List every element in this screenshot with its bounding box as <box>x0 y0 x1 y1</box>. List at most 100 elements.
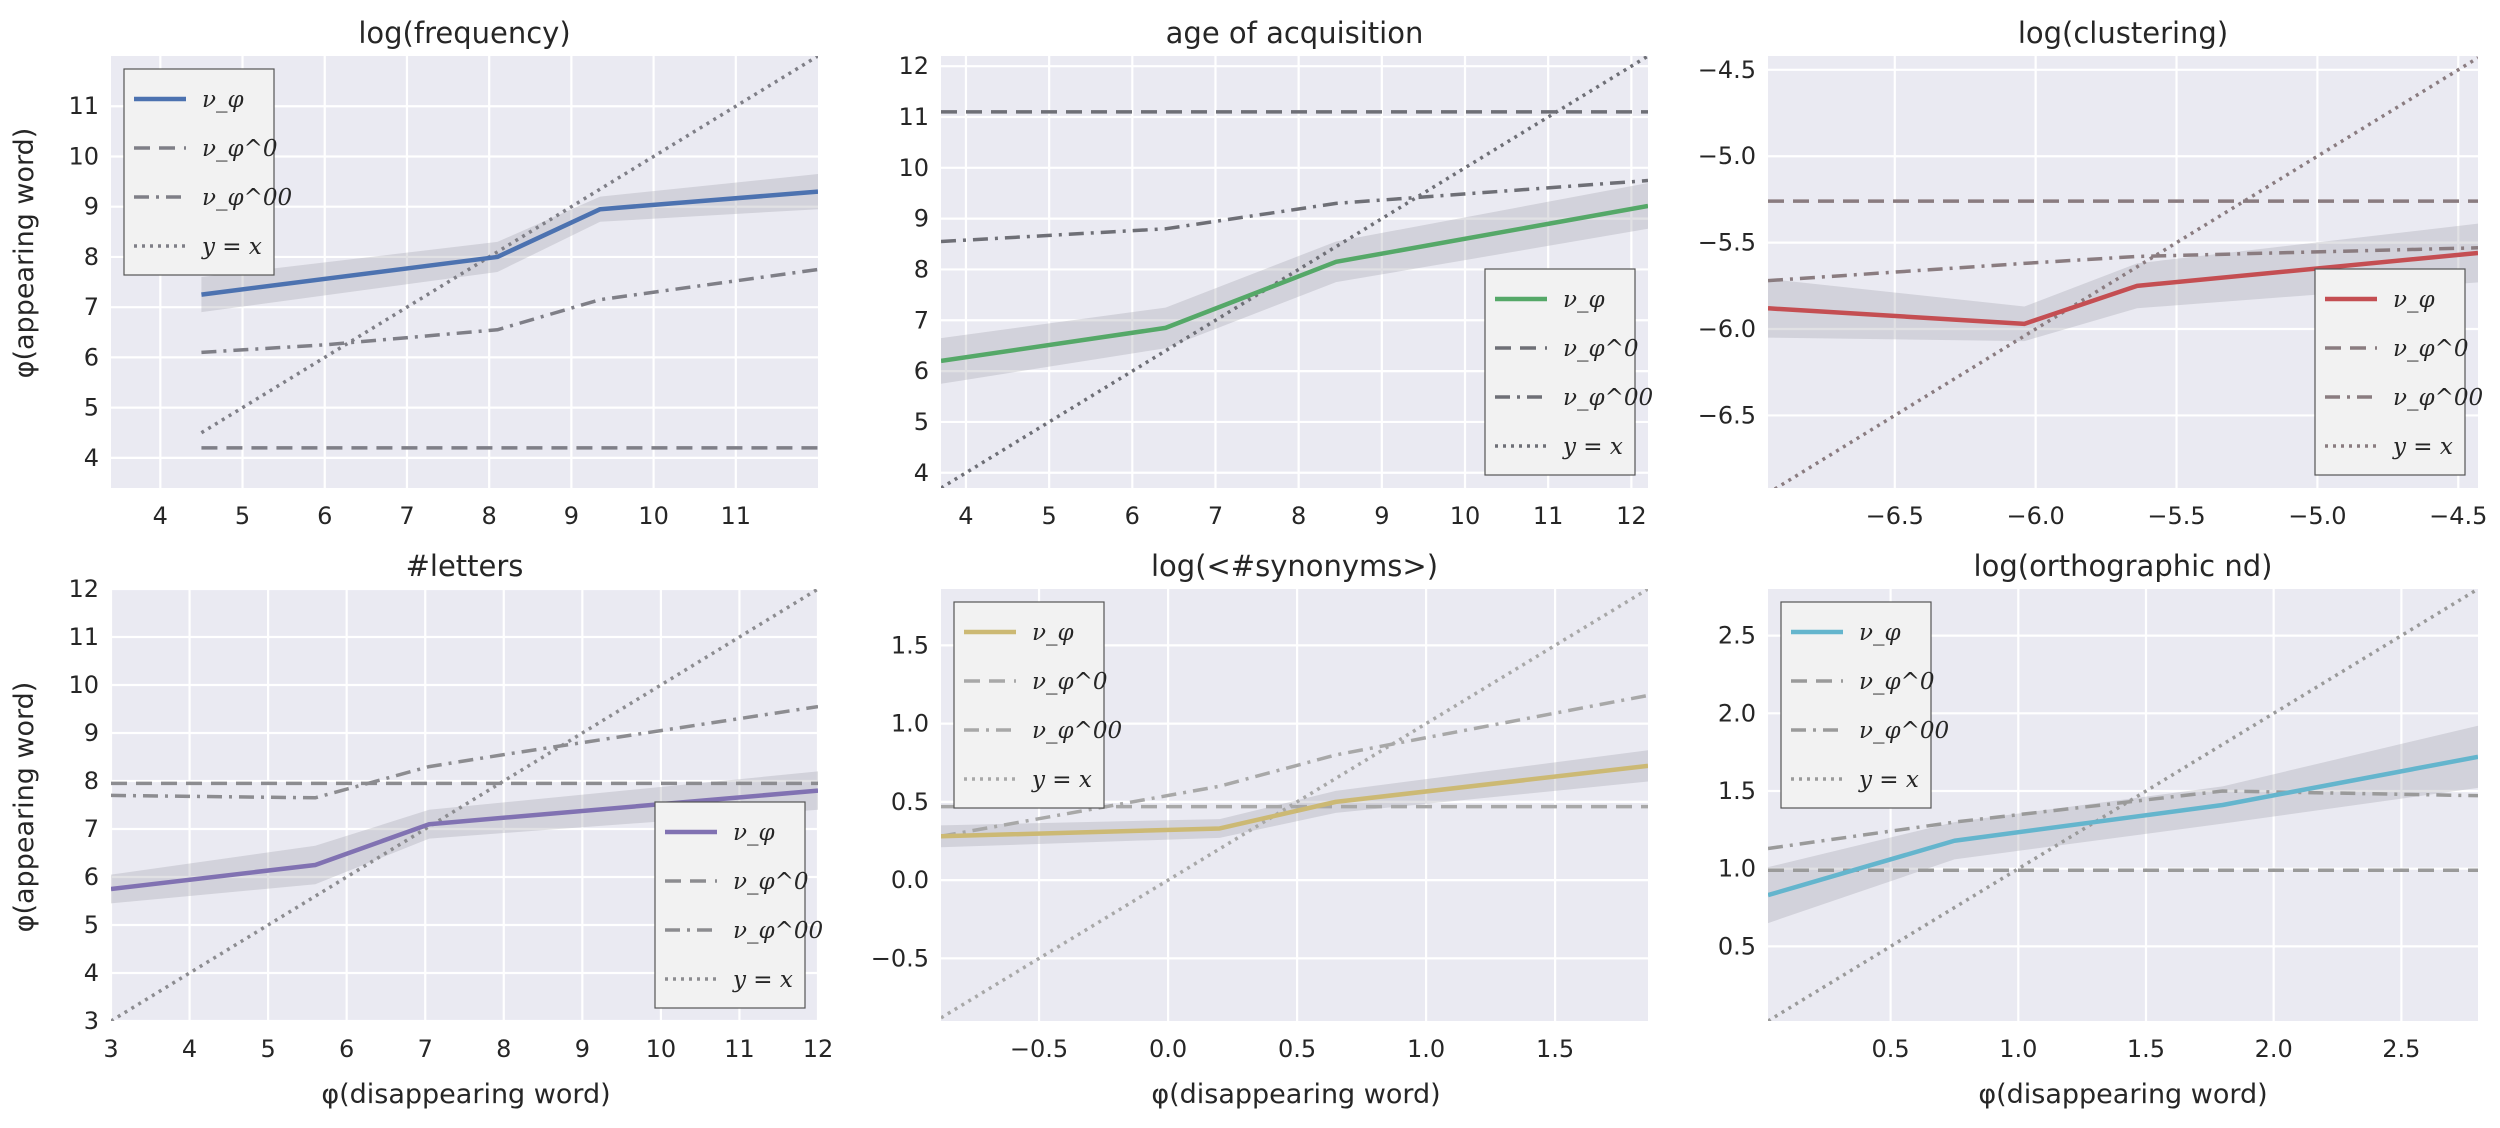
series-line-dotted <box>111 589 818 1021</box>
x-tick-label: 7 <box>399 502 414 530</box>
panel-6: 0.5 1.0 1.5 2.0 2.5 0.5 1.0 1.5 2.0 2.5 log(orthog… <box>1718 549 2478 1063</box>
x-tick-label: 1.5 <box>1536 1035 1574 1063</box>
y-tick-label: 6 <box>914 357 929 385</box>
legend-label: ν_φ <box>1032 620 1074 646</box>
legend-label: ν_φ^0 <box>1859 669 1935 695</box>
x-tick-label: 12 <box>803 1035 834 1063</box>
y-tick-label: 1.0 <box>891 710 929 738</box>
panel-2: 4 5 6 7 8 9 10 11 12 4 5 6 7 8 9 10 11 12 age of acquisiti… <box>898 16 1653 530</box>
x-tick-label: 9 <box>564 502 579 530</box>
series-line-solid <box>111 788 818 892</box>
legend-box <box>953 601 1105 809</box>
y-tick-label: 1.5 <box>891 631 929 659</box>
x-tick-label: 8 <box>496 1035 511 1063</box>
y-tick-label: −6.5 <box>1698 401 1756 429</box>
plot-area <box>941 589 1648 1020</box>
series-line-solid <box>201 189 818 297</box>
panel-4: 3 4 5 6 7 8 9 10 11 123456789101112#lettersν_φν_φ… <box>68 549 833 1063</box>
x-tick-label: 5 <box>235 502 250 530</box>
series-line-dashdot <box>201 267 818 355</box>
x-tick-label: 10 <box>646 1035 677 1063</box>
x-tick-label: 4 <box>958 502 973 530</box>
y-tick-label: 10 <box>68 671 99 699</box>
x-tick-label: 7 <box>418 1035 433 1063</box>
x-tick-label: 0.5 <box>1278 1035 1316 1063</box>
y-tick-label: 11 <box>68 92 99 120</box>
legend: ν_φ ν_φ^0 ν_φ^00y = x <box>1780 601 1949 809</box>
x-tick-label: 10 <box>1450 502 1481 530</box>
legend-label: y = x <box>201 234 262 260</box>
y-tick-label: 8 <box>914 255 929 283</box>
legend-box <box>123 68 275 276</box>
x-tick-label: 1.0 <box>1999 1035 2037 1063</box>
panel-title: #letters <box>406 549 524 583</box>
x-tick-label: 5 <box>260 1035 275 1063</box>
x-tick-label: 6 <box>1125 502 1140 530</box>
series-line-solid <box>1768 754 2478 898</box>
y-tick-label: 6 <box>84 863 99 891</box>
y-axis-label-bottom: φ(appearing word) <box>9 682 40 933</box>
legend: ν_φ ν_φ^0 ν_φ^00y = x <box>2314 268 2483 476</box>
x-tick-label: −0.5 <box>1010 1035 1068 1063</box>
y-tick-label: 9 <box>84 193 99 221</box>
x-tick-label: 0.0 <box>1149 1035 1187 1063</box>
y-tick-label: 11 <box>68 623 99 651</box>
plot-area <box>111 589 818 1021</box>
x-tick-label: −6.5 <box>1866 502 1924 530</box>
series-line-dotted <box>941 589 1648 1020</box>
y-tick-label: 4 <box>84 444 99 472</box>
series-line-dotted <box>1768 589 2478 1021</box>
panel-title: log(clustering) <box>2018 16 2228 50</box>
y-tick-label: −0.5 <box>871 944 929 972</box>
x-tick-label: −5.5 <box>2147 502 2205 530</box>
series-line-dashdot <box>111 704 818 800</box>
y-tick-label: 5 <box>84 911 99 939</box>
legend-label: ν_φ^0 <box>1032 669 1108 695</box>
panel-3: −6.5 −6.0 −5.5 −5.0 −4.5 −6.5 −6.0 −5.5 −5.0 −4.5… <box>1698 16 2488 530</box>
x-tick-label: 4 <box>153 502 168 530</box>
legend-label: ν_φ^0 <box>1563 336 1639 362</box>
legend-label: y = x <box>1562 434 1623 460</box>
x-tick-label: 11 <box>721 502 752 530</box>
legend-label: y = x <box>2392 434 2453 460</box>
x-axis-label-left: φ(disappearing word) <box>321 1079 610 1110</box>
y-tick-label: −5.5 <box>1698 229 1756 257</box>
legend-label: ν_φ^00 <box>1563 385 1653 411</box>
x-tick-label: 6 <box>317 502 332 530</box>
legend-box <box>1484 268 1636 476</box>
y-tick-label: 7 <box>914 306 929 334</box>
y-tick-label: 7 <box>84 293 99 321</box>
x-tick-label: 5 <box>1041 502 1056 530</box>
panel-1: 4 5 6 7 8 9 10 114567891011log(frequency)ν_φν_φ… <box>68 16 818 530</box>
y-tick-label: 8 <box>84 243 99 271</box>
y-tick-label: 10 <box>898 154 929 182</box>
x-tick-label: 2.0 <box>2255 1035 2293 1063</box>
y-tick-label: −5.0 <box>1698 142 1756 170</box>
series-line-dashdot <box>1768 246 2478 283</box>
x-tick-label: 9 <box>575 1035 590 1063</box>
x-tick-label: 2.5 <box>2382 1035 2420 1063</box>
series-line-dashdot <box>941 178 1648 244</box>
x-tick-label: 10 <box>638 502 669 530</box>
series-line-dashdot <box>941 693 1648 839</box>
x-tick-label: 1.0 <box>1407 1035 1445 1063</box>
panel-5: −0.5 0.0 0.5 1.0 1.5 −0.5 0.0 0.5 1.0 1.5 log(<#sy… <box>871 549 1648 1063</box>
x-tick-label: 7 <box>1208 502 1223 530</box>
x-axis-label-middle: φ(disappearing word) <box>1151 1079 1440 1110</box>
legend-label: ν_φ^00 <box>202 185 292 211</box>
y-axis-label-top: φ(appearing word) <box>9 128 40 379</box>
panel-title: age of acquisition <box>1166 16 1424 50</box>
y-tick-label: −6.0 <box>1698 315 1756 343</box>
y-tick-label: 1.0 <box>1718 855 1756 883</box>
x-tick-label: 11 <box>1533 502 1564 530</box>
series-line-dotted <box>1773 56 2478 488</box>
x-tick-label: −6.0 <box>2007 502 2065 530</box>
legend-label: ν_φ^0 <box>733 869 809 895</box>
plot-area <box>1768 589 2478 1021</box>
legend-label: ν_φ^0 <box>202 136 278 162</box>
x-tick-label: −5.0 <box>2288 502 2346 530</box>
x-tick-label: 1.5 <box>2127 1035 2165 1063</box>
x-tick-label: 6 <box>339 1035 354 1063</box>
y-tick-label: 11 <box>898 103 929 131</box>
plot-area <box>1768 56 2478 488</box>
